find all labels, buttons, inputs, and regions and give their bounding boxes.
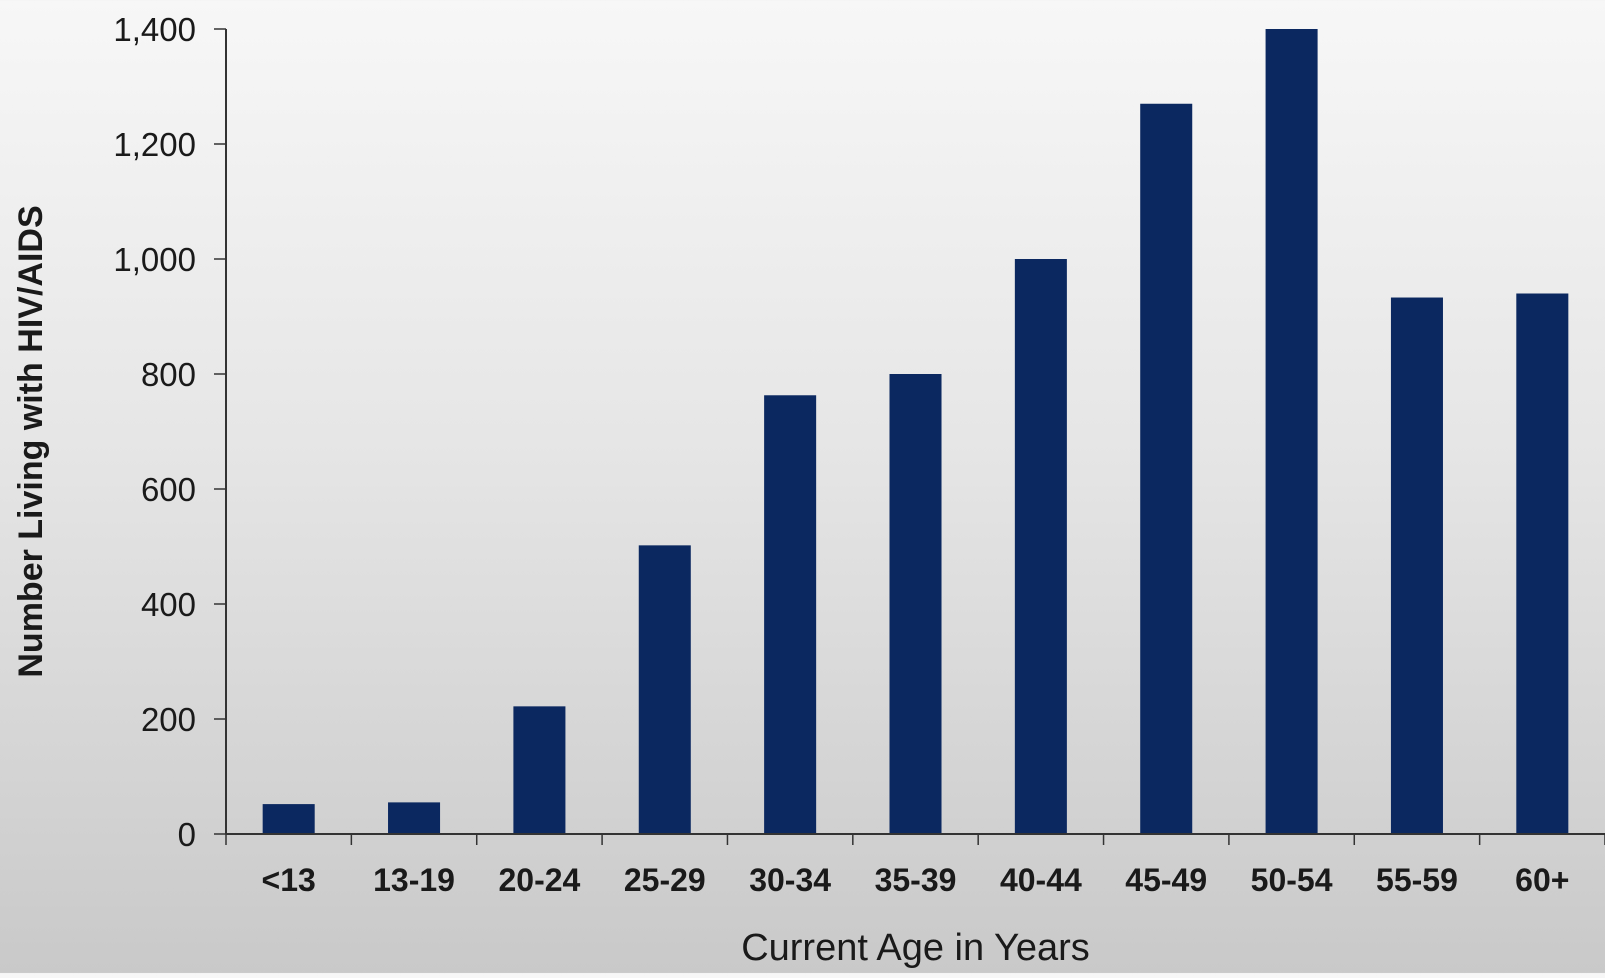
y-tick-label: 1,400 — [113, 11, 196, 48]
x-tick-label: 30-34 — [749, 862, 831, 898]
x-axis-ticks: <13 13-19 20-24 25-29 30-34 35-39 40-44 45-49 50… — [225, 834, 1605, 898]
x-tick-label: 45-49 — [1125, 862, 1207, 898]
y-axis-ticks: 0 200 400 600 800 1,000 1,200 1,400 — [113, 11, 226, 853]
y-axis-title: Number Living with HIV/AIDS — [12, 205, 50, 677]
bars-group — [262, 29, 1569, 834]
y-tick-label: 800 — [141, 356, 196, 393]
x-tick-label: 35-39 — [875, 862, 957, 898]
x-tick-label: 50-54 — [1251, 862, 1333, 898]
bar — [262, 804, 315, 834]
x-tick-label: <13 — [262, 862, 316, 898]
x-tick-label: 55-59 — [1376, 862, 1458, 898]
bar — [889, 374, 942, 834]
y-tick-label: 1,200 — [113, 126, 196, 163]
y-tick-label: 400 — [141, 586, 196, 623]
x-tick-label: 13-19 — [373, 862, 455, 898]
x-tick-label: 60+ — [1515, 862, 1569, 898]
x-tick-label: 25-29 — [624, 862, 706, 898]
y-tick-label: 1,000 — [113, 241, 196, 278]
bar — [1516, 293, 1569, 834]
x-axis-title: Current Age in Years — [741, 927, 1090, 969]
bar — [1014, 259, 1067, 834]
x-tick-label: 40-44 — [1000, 862, 1082, 898]
y-tick-label: 600 — [141, 471, 196, 508]
y-tick-label: 0 — [178, 816, 196, 853]
bar — [388, 802, 441, 834]
bar — [513, 706, 566, 834]
bar — [1140, 103, 1193, 834]
y-tick-label: 200 — [141, 701, 196, 738]
bar — [764, 395, 817, 834]
bar — [1390, 297, 1443, 834]
bar — [638, 545, 691, 834]
bar — [1265, 29, 1318, 834]
x-tick-label: 20-24 — [498, 862, 580, 898]
